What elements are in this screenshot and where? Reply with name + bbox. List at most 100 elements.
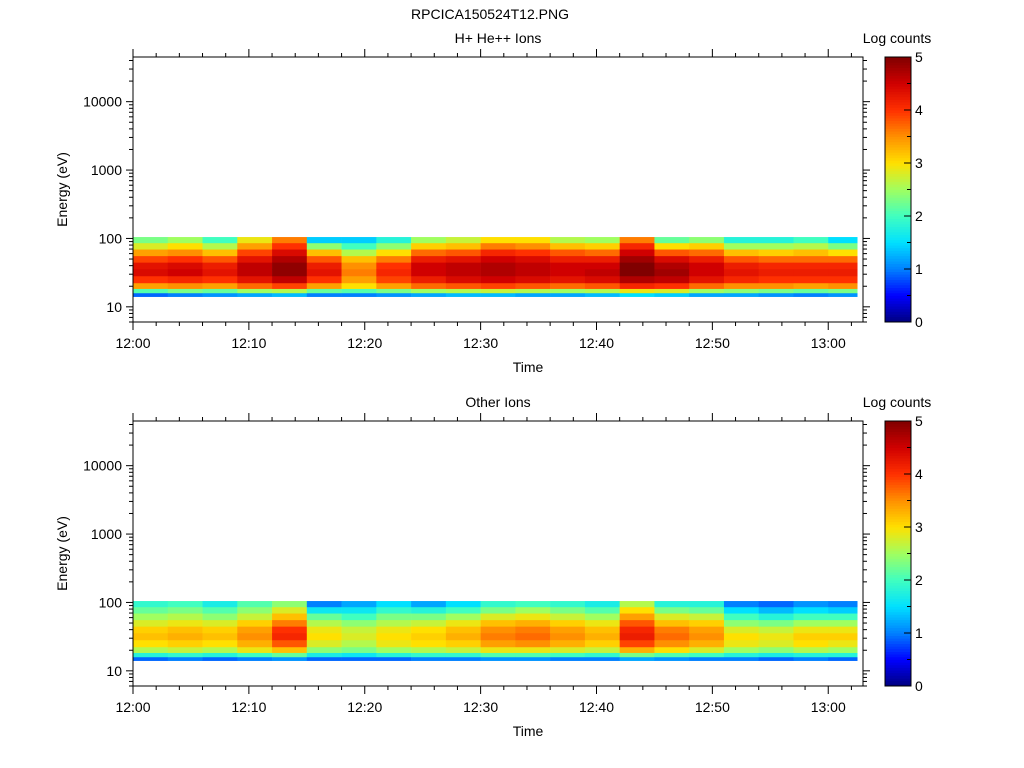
heatmap-cell — [758, 639, 794, 648]
heatmap-cell — [445, 613, 481, 621]
heatmap-cell — [376, 282, 412, 289]
colorbar-step — [885, 672, 911, 676]
colorbar-step — [885, 619, 911, 623]
heatmap-cell — [723, 275, 760, 284]
heatmap-cell — [793, 601, 829, 608]
heatmap-cell — [654, 619, 690, 627]
heatmap-cell — [133, 646, 169, 653]
heatmap-cell — [272, 249, 308, 257]
colorbar-step — [885, 226, 911, 230]
colorbar-step — [885, 155, 911, 159]
heatmap-cell — [306, 606, 342, 614]
heatmap-cell — [550, 619, 586, 627]
heatmap-cell — [237, 639, 273, 648]
colorbar-step — [885, 102, 911, 106]
colorbar-step — [885, 253, 911, 257]
colorbar-step — [885, 117, 911, 121]
heatmap-cell — [758, 282, 794, 289]
heatmap-cell — [515, 619, 551, 627]
heatmap-cell — [445, 656, 481, 661]
heatmap-cell — [411, 632, 447, 641]
colorbar-step — [885, 542, 911, 546]
heatmap-cell — [341, 237, 377, 244]
heatmap-cell — [411, 613, 447, 621]
heatmap-cell — [515, 262, 551, 270]
heatmap-cell — [550, 242, 586, 250]
heatmap-cell — [689, 262, 725, 270]
heatmap-cell — [202, 646, 238, 653]
colorbar-step — [885, 421, 911, 425]
heatmap-cell — [723, 656, 760, 661]
y-tick-label: 10000 — [83, 458, 122, 474]
y-tick-label: 1000 — [91, 526, 122, 542]
heatmap-cell — [411, 652, 447, 658]
heatmap-cell — [202, 275, 238, 284]
colorbar-step — [885, 476, 911, 480]
colorbar-step — [885, 678, 911, 682]
colorbar-step — [885, 86, 911, 90]
heatmap-cell — [584, 613, 620, 621]
heatmap-cell — [654, 292, 690, 297]
heatmap-cell — [828, 249, 858, 257]
heatmap-cell — [237, 242, 273, 250]
heatmap-cell — [411, 268, 447, 277]
heatmap-cell — [480, 262, 516, 270]
colorbar-step — [885, 625, 911, 629]
heatmap-cell — [793, 613, 829, 621]
colorbar-step — [885, 595, 911, 599]
colorbar-step — [885, 67, 911, 71]
heatmap-cell — [167, 626, 203, 634]
heatmap-cell — [654, 626, 690, 634]
heatmap-cell — [828, 632, 858, 641]
heatmap-cell — [758, 601, 794, 608]
colorbar-step — [885, 609, 911, 613]
colorbar-step — [885, 521, 911, 525]
heatmap-cell — [306, 282, 342, 289]
colorbar-step — [885, 271, 911, 275]
heatmap-cell — [515, 652, 551, 658]
heatmap-cell — [202, 249, 238, 257]
heatmap-cell — [480, 619, 516, 627]
y-tick-label: 10000 — [83, 94, 122, 110]
heatmap-cell — [341, 292, 377, 297]
heatmap-cell — [654, 282, 690, 289]
x-tick-label: 12:00 — [115, 335, 150, 351]
heatmap-cell — [237, 626, 273, 634]
heatmap-cell — [411, 288, 447, 294]
heatmap-cell — [584, 288, 620, 294]
x-tick-label: 13:00 — [811, 699, 846, 715]
heatmap-cell — [550, 656, 586, 661]
colorbar-step — [885, 630, 911, 634]
colorbar-step — [885, 466, 911, 470]
heatmap-cell — [167, 275, 203, 284]
heatmap-cell — [550, 288, 586, 294]
heatmap-cell — [306, 639, 342, 648]
colorbar-step — [885, 664, 911, 668]
colorbar-step — [885, 308, 911, 312]
heatmap-cell — [445, 282, 481, 289]
heatmap-cell — [272, 601, 308, 608]
colorbar-step — [885, 274, 911, 278]
colorbar-step — [885, 481, 911, 485]
heatmap-cell — [306, 626, 342, 634]
heatmap-cell — [376, 275, 412, 284]
heatmap-cell — [584, 242, 620, 250]
heatmap-cell — [411, 601, 447, 608]
colorbar-step — [885, 157, 911, 161]
colorbar-tick-label: 2 — [915, 208, 923, 224]
heatmap-cell — [723, 268, 760, 277]
colorbar-step — [885, 72, 911, 76]
heatmap-cell — [723, 646, 760, 653]
colorbar-tick-label: 0 — [915, 314, 923, 330]
heatmap-cell — [758, 606, 794, 614]
heatmap-cell — [272, 237, 308, 244]
heatmap-cell — [133, 262, 169, 270]
colorbar-step — [885, 197, 911, 201]
colorbar-step — [885, 170, 911, 174]
heatmap-cell — [689, 632, 725, 641]
colorbar-tick-label: 1 — [915, 261, 923, 277]
heatmap-cell — [480, 268, 516, 277]
heatmap-cell — [550, 601, 586, 608]
heatmap-cell — [237, 619, 273, 627]
colorbar-step — [885, 176, 911, 180]
